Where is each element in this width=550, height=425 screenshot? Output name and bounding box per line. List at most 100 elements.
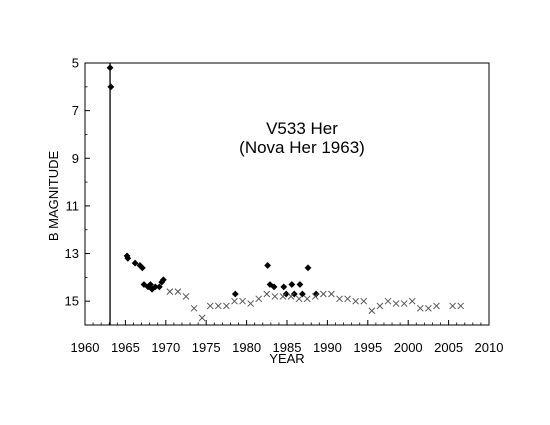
cross-data-point xyxy=(320,290,327,298)
y-tick-label: 11 xyxy=(66,198,80,213)
cross-data-point xyxy=(174,288,182,296)
cross-data-point xyxy=(352,297,360,305)
y-axis-ticks xyxy=(85,62,90,302)
y-tick-label: 5 xyxy=(72,56,79,71)
y-tick-label: 7 xyxy=(72,103,79,118)
cross-data-point xyxy=(223,302,230,310)
diamond-data-point xyxy=(282,290,290,298)
cross-data-point xyxy=(295,295,303,303)
diamond-data-point xyxy=(312,290,320,298)
x-tick-label: 2010 xyxy=(475,340,504,355)
annotation-nova-designation: (Nova Her 1963) xyxy=(239,138,365,157)
data-points xyxy=(106,64,465,322)
cross-data-point xyxy=(190,304,198,312)
x-axis-title: YEAR xyxy=(269,351,304,366)
cross-data-point xyxy=(457,302,465,310)
diamond-data-point xyxy=(131,259,139,267)
diamond-data-point xyxy=(106,64,114,72)
x-tick-label: 1995 xyxy=(353,340,382,355)
diamond-data-point xyxy=(298,290,306,298)
cross-data-point xyxy=(255,295,263,303)
diamond-data-point xyxy=(147,281,154,288)
cross-stroke xyxy=(247,300,254,307)
x-tick-label: 1965 xyxy=(111,340,140,355)
cross-stroke xyxy=(392,300,400,307)
cross-stroke xyxy=(303,295,311,303)
cross-data-point xyxy=(206,302,214,310)
cross-stroke xyxy=(400,300,408,307)
diamond-data-point xyxy=(288,281,296,288)
x-tick-label: 1960 xyxy=(71,340,100,355)
cross-stroke xyxy=(311,293,319,300)
diamond-data-point xyxy=(264,262,272,269)
cross-stroke xyxy=(231,297,238,305)
cross-stroke xyxy=(328,290,335,298)
cross-data-point xyxy=(279,293,287,300)
diamond-data-point xyxy=(155,283,163,291)
x-tick-label: 1985 xyxy=(273,340,302,355)
cross-stroke xyxy=(352,297,360,305)
cross-stroke xyxy=(223,302,230,310)
cross-data-point xyxy=(166,288,174,296)
cross-stroke xyxy=(295,295,303,303)
cross-stroke xyxy=(344,295,351,303)
cross-data-point xyxy=(416,304,424,312)
x-axis-tick-labels: 1960 1965 1970 1975 1980 1985 1990 1995 2000 2005… xyxy=(71,340,504,355)
annotation-star-name: V533 Her xyxy=(266,119,338,138)
cross-stroke xyxy=(449,302,456,310)
diamond-data-point xyxy=(151,283,159,291)
x-tick-label: 1975 xyxy=(192,340,221,355)
cross-data-point xyxy=(433,302,440,310)
cross-data-point xyxy=(198,314,206,322)
cross-stroke xyxy=(287,293,295,300)
cross-stroke xyxy=(425,304,432,312)
cross-data-point xyxy=(182,293,190,300)
x-tick-label: 2000 xyxy=(394,340,423,355)
cross-stroke xyxy=(360,297,368,305)
cross-data-point xyxy=(271,293,279,300)
cross-stroke xyxy=(368,307,376,315)
cross-data-point xyxy=(368,307,376,315)
cross-stroke xyxy=(174,288,182,296)
cross-stroke xyxy=(408,297,416,305)
cross-data-point xyxy=(376,302,384,310)
cross-stroke xyxy=(190,304,198,312)
diamond-data-point xyxy=(107,83,115,91)
cross-data-point xyxy=(392,300,400,307)
cross-stroke xyxy=(457,302,465,310)
cross-stroke xyxy=(384,297,392,305)
cross-stroke xyxy=(166,288,174,296)
diamond-data-point xyxy=(296,281,304,288)
x-tick-label: 1980 xyxy=(232,340,261,355)
diamond-data-point xyxy=(290,290,298,298)
cross-data-point xyxy=(214,302,222,310)
cross-data-point xyxy=(425,304,432,312)
cross-stroke xyxy=(336,295,343,303)
cross-stroke xyxy=(198,314,206,322)
cross-stroke xyxy=(271,293,279,300)
y-tick-label: 9 xyxy=(72,151,79,166)
cross-stroke xyxy=(206,302,214,310)
cross-data-point xyxy=(384,297,392,305)
cross-stroke xyxy=(239,297,246,305)
cross-data-point xyxy=(263,290,271,298)
cross-stroke xyxy=(376,302,384,310)
cross-stroke xyxy=(433,302,440,310)
diamond-data-point xyxy=(140,281,148,288)
cross-stroke xyxy=(255,295,263,303)
diamond-data-point xyxy=(231,290,239,298)
y-tick-label: 13 xyxy=(65,246,79,261)
y-axis-title: B MAGNITUDE xyxy=(46,151,61,242)
cross-stroke xyxy=(320,290,327,298)
cross-data-point xyxy=(328,290,335,298)
cross-data-point xyxy=(449,302,456,310)
cross-stroke xyxy=(279,293,287,300)
cross-data-point xyxy=(360,297,368,305)
cross-stroke xyxy=(263,290,271,298)
diamond-data-point xyxy=(138,264,146,272)
diamond-data-point xyxy=(159,276,167,284)
cross-data-point xyxy=(336,295,343,303)
cross-stroke xyxy=(214,302,222,310)
diamond-data-point xyxy=(280,283,288,291)
